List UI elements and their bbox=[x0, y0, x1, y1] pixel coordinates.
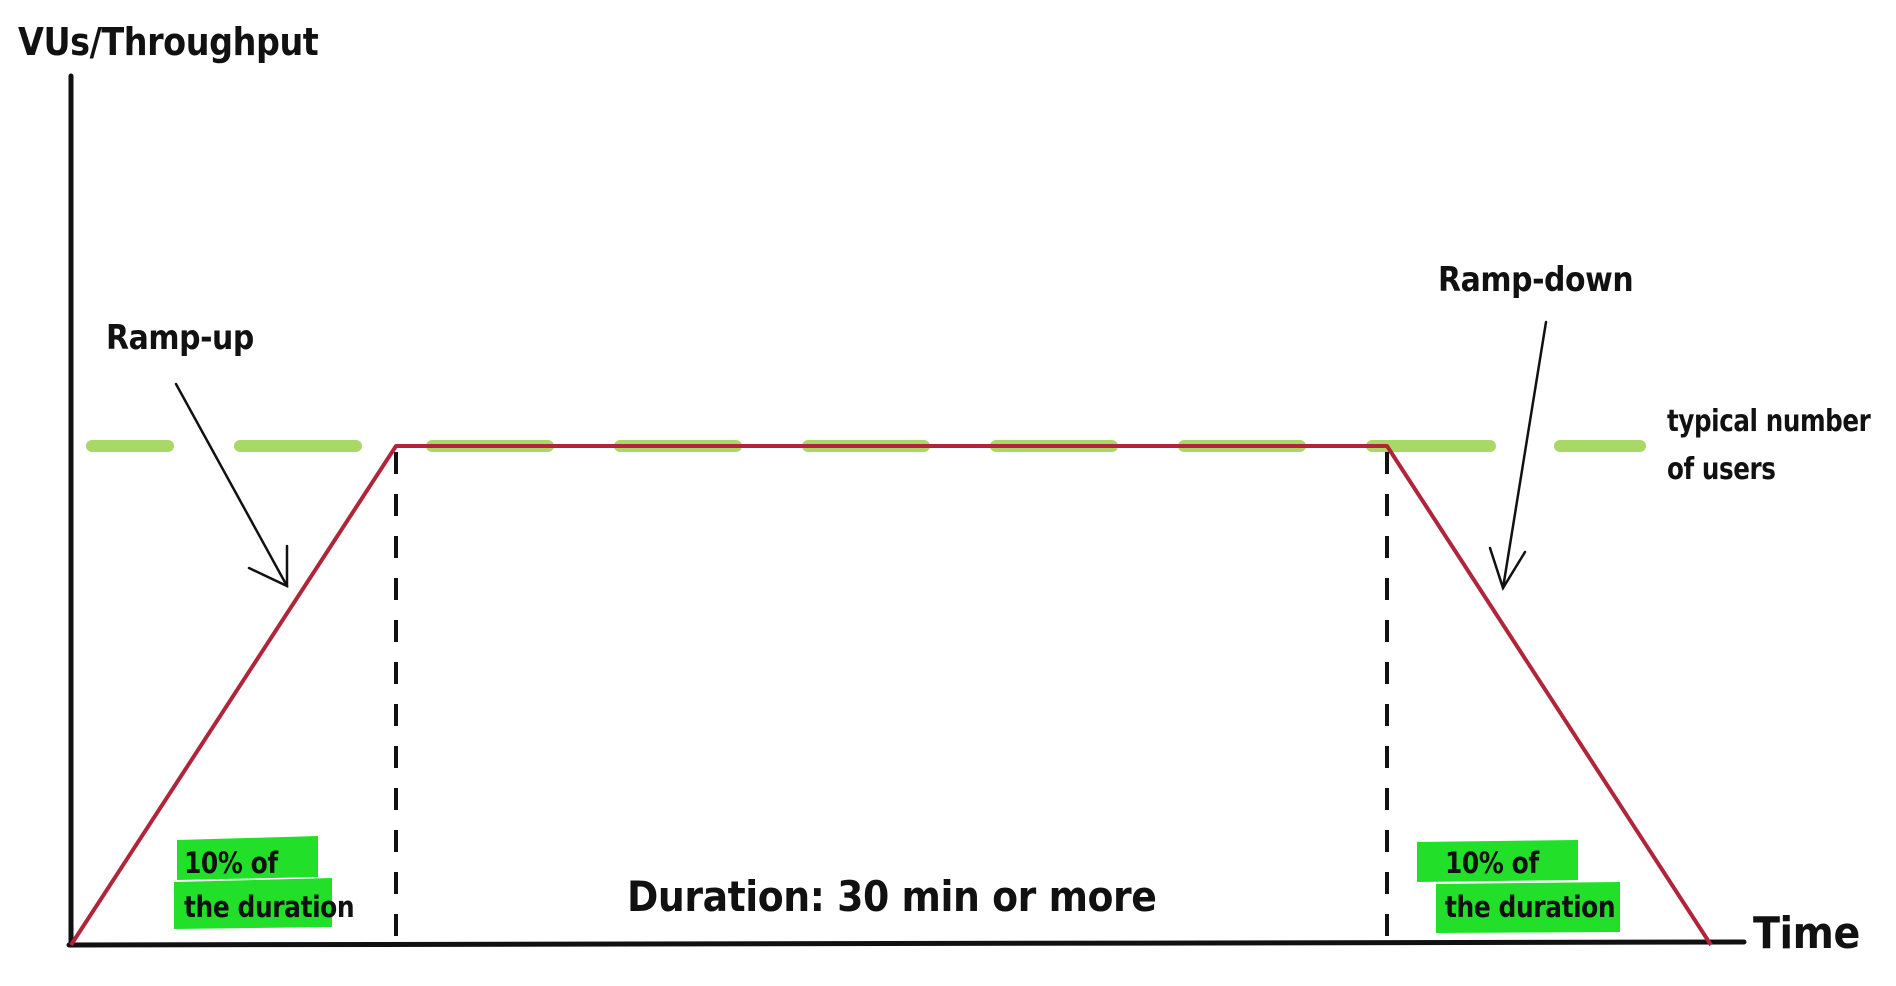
duration-label: Duration: 30 min or more bbox=[627, 872, 1157, 921]
ramp-down-label: Ramp-down bbox=[1438, 260, 1634, 300]
ramp-down-share-line1: 10% of bbox=[1445, 846, 1539, 880]
load-profile-line bbox=[69, 444, 1713, 947]
ramp-up-arrow bbox=[174, 382, 289, 588]
ramp-down-share-line2: the duration bbox=[1445, 890, 1616, 924]
highlight-right-top bbox=[1417, 840, 1578, 882]
x-axis-title: Time bbox=[1753, 908, 1860, 959]
highlight-right-bottom bbox=[1436, 882, 1620, 933]
typical-users-label-line2: of users bbox=[1667, 452, 1776, 487]
ramp-up-share-line1: 10% of bbox=[184, 846, 278, 880]
highlight-left-top bbox=[177, 836, 318, 880]
highlight-left-bottom bbox=[174, 878, 332, 929]
y-axis-title: VUs/Throughput bbox=[18, 20, 319, 64]
typical-users-label-line1: typical number bbox=[1667, 404, 1871, 439]
ramp-up-share-line2: the duration bbox=[184, 890, 355, 924]
ramp-down-arrow bbox=[1488, 320, 1548, 591]
typical-users-label: typical number of users bbox=[1667, 398, 1871, 494]
x-axis bbox=[66, 939, 1747, 948]
ramp-up-label: Ramp-up bbox=[106, 318, 254, 358]
